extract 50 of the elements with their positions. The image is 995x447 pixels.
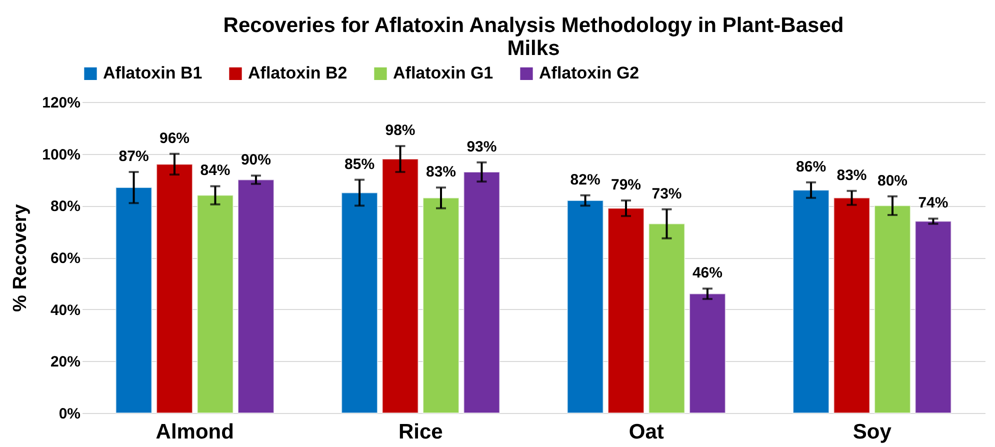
y-tick-label: 0% — [58, 406, 80, 422]
x-tick-label: Almond — [156, 420, 234, 444]
data-label: 86% — [796, 158, 826, 176]
y-tick-label: 20% — [50, 354, 80, 371]
bar — [156, 164, 193, 414]
y-tick-label: 120% — [42, 94, 80, 112]
y-tick-label: 80% — [50, 198, 80, 216]
x-tick-label: Rice — [398, 420, 443, 444]
data-label: 96% — [159, 130, 190, 147]
bar — [608, 208, 644, 414]
text: Milks — [507, 37, 560, 60]
bar — [566, 200, 604, 414]
data-label: 80% — [877, 172, 908, 190]
data-label: 87% — [118, 148, 149, 165]
data-label: 85% — [344, 156, 375, 173]
bar — [874, 205, 911, 414]
data-label: 83% — [836, 166, 867, 184]
data-label: 79% — [610, 176, 642, 194]
bar — [648, 223, 686, 414]
legend-label: Aflatoxin B1 — [103, 64, 202, 83]
data-label: 74% — [918, 194, 948, 212]
data-label: 90% — [240, 152, 271, 169]
bar — [463, 171, 500, 414]
legend-label: Aflatoxin B2 — [248, 64, 348, 83]
bar — [792, 190, 830, 414]
x-tick-label: Oat — [628, 420, 664, 444]
y-tick-label: 60% — [50, 250, 80, 267]
bar — [833, 197, 870, 414]
data-label: 93% — [466, 138, 497, 156]
text: Recoveries for Aflatoxin Analysis Methodology in Plant-Based — [223, 14, 844, 37]
legend-label: Aflatoxin G2 — [539, 64, 640, 83]
data-label: 73% — [652, 185, 682, 202]
bar — [422, 197, 460, 414]
x-tick-label: Soy — [852, 420, 892, 444]
data-label: 83% — [426, 164, 456, 181]
data-label: 46% — [692, 264, 722, 282]
y-axis-title: % Recovery — [10, 204, 32, 312]
legend-label: Aflatoxin G1 — [393, 64, 494, 83]
data-label: 82% — [570, 171, 600, 188]
y-tick-label: 100% — [42, 146, 80, 164]
bar — [689, 293, 726, 414]
data-label: 84% — [200, 162, 230, 180]
y-tick-label: 40% — [50, 302, 80, 319]
bar — [238, 179, 274, 414]
bar — [914, 220, 952, 414]
bar — [341, 192, 378, 414]
bar — [196, 194, 234, 414]
data-label: 98% — [385, 122, 416, 140]
bar — [115, 187, 152, 414]
bar — [382, 158, 419, 414]
